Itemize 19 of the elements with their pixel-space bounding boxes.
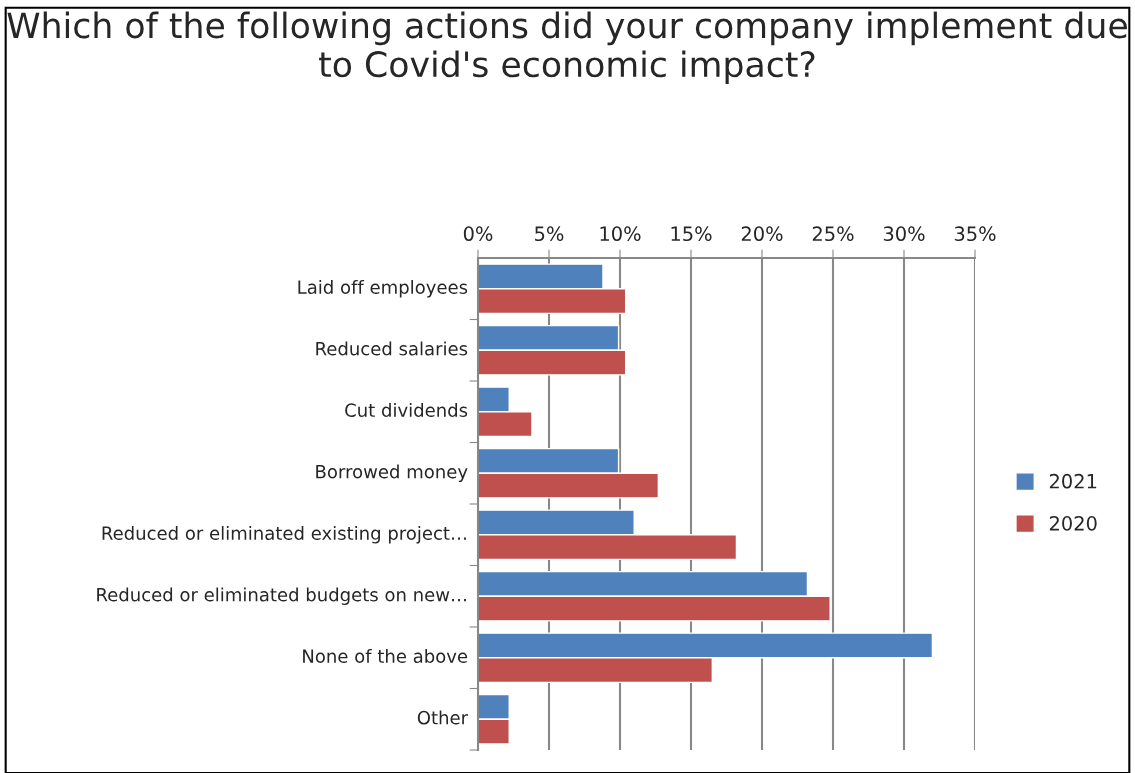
y-tick-label: Laid off employees [298,280,468,298]
legend-label: 2021 [1049,473,1097,489]
y-tick-label: Other [417,710,469,725]
y-tick-label: Borrowed money [316,464,468,482]
x-tick-label: 25% [812,226,854,242]
x-tick-label: 30% [883,226,925,242]
x-tick-label: 20% [741,226,783,242]
legend-label: 2020 [1049,516,1097,531]
x-tick-label: 0% [463,226,493,242]
chart-title: Which of the following actions did your company implement due to Covid's economic impact? [7,11,1127,85]
x-tick-label: 35% [954,226,996,242]
y-tick-label: None of the above [303,649,468,663]
x-tick-label: 15% [671,226,712,242]
x-tick-label: 5% [535,226,564,242]
y-tick-label: Cut dividends [345,403,468,417]
y-tick-label: Reduced or eliminated budgets on new… [97,587,466,605]
x-tick-label: 10% [600,226,641,242]
y-tick-label: Reduced salaries [316,341,468,356]
y-tick-label: Reduced or eliminated existing project… [102,526,466,544]
